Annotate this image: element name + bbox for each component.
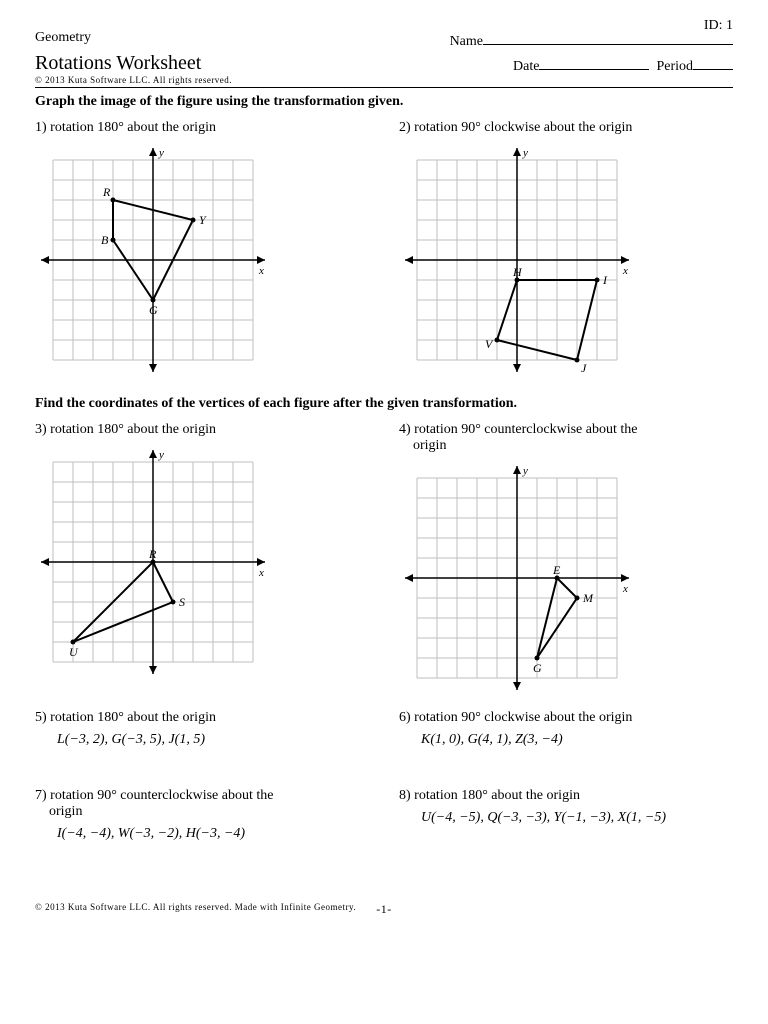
svg-text:y: y [522, 465, 528, 477]
q4-label: 4) rotation 90° counterclockwise about t… [399, 422, 733, 454]
q2: 2) rotation 90° clockwise about the orig… [399, 120, 733, 378]
q5: 5) rotation 180° about the origin L(−3, … [35, 710, 369, 748]
q6-coords: K(1, 0), G(4, 1), Z(3, −4) [421, 732, 733, 748]
svg-text:B: B [101, 233, 109, 247]
q2-label: 2) rotation 90° clockwise about the orig… [399, 120, 733, 136]
title-row: Rotations Worksheet Date Period [35, 52, 733, 75]
row-q5-q6: 5) rotation 180° about the origin L(−3, … [35, 710, 733, 748]
svg-text:E: E [552, 563, 561, 577]
date-period: Date Period [513, 55, 733, 75]
svg-text:x: x [258, 567, 264, 579]
divider [35, 87, 733, 88]
copyright-line: © 2013 Kuta Software LLC. All rights res… [35, 75, 733, 85]
svg-text:x: x [622, 265, 628, 277]
footer-left: © 2013 Kuta Software LLC. All rights res… [35, 902, 356, 912]
q7-label: 7) rotation 90° counterclockwise about t… [35, 788, 369, 820]
page-number: -1- [376, 902, 392, 917]
q3: 3) rotation 180° about the origin x y U R S [35, 422, 369, 696]
q5-label: 5) rotation 180° about the origin [35, 710, 369, 726]
worksheet-title: Rotations Worksheet [35, 52, 201, 75]
q3-grid: x y U R S [35, 444, 271, 680]
svg-text:R: R [102, 185, 111, 199]
svg-text:x: x [622, 583, 628, 595]
svg-text:V: V [485, 337, 494, 351]
svg-text:U: U [69, 645, 79, 659]
svg-text:y: y [158, 147, 164, 159]
q8-coords: U(−4, −5), Q(−3, −3), Y(−1, −3), X(1, −5… [421, 810, 733, 826]
svg-text:x: x [258, 265, 264, 277]
svg-text:G: G [533, 661, 542, 675]
subject-label: Geometry [35, 30, 91, 50]
section2-instruction: Find the coordinates of the vertices of … [35, 396, 733, 412]
q7: 7) rotation 90° counterclockwise about t… [35, 788, 369, 842]
q5-coords: L(−3, 2), G(−3, 5), J(1, 5) [57, 732, 369, 748]
svg-text:M: M [582, 591, 594, 605]
section1-instruction: Graph the image of the figure using the … [35, 94, 733, 110]
q4-grid: x y G E M [399, 460, 635, 696]
q6: 6) rotation 90° clockwise about the orig… [399, 710, 733, 748]
svg-text:S: S [179, 595, 185, 609]
q8-label: 8) rotation 180° about the origin [399, 788, 733, 804]
q2-grid: xyHIJV [399, 142, 635, 378]
name-field: Name [450, 30, 733, 50]
row-q7-q8: 7) rotation 90° counterclockwise about t… [35, 788, 733, 842]
row-q3-q4: 3) rotation 180° about the origin xyURS … [35, 422, 733, 696]
footer: © 2013 Kuta Software LLC. All rights res… [35, 902, 733, 912]
q1: 1) rotation 180° about the origin xyRYGB [35, 120, 369, 378]
q8: 8) rotation 180° about the origin U(−4, … [399, 788, 733, 842]
q3-label: 3) rotation 180° about the origin [35, 422, 369, 438]
svg-text:y: y [522, 147, 528, 159]
q6-label: 6) rotation 90° clockwise about the orig… [399, 710, 733, 726]
q4: 4) rotation 90° counterclockwise about t… [399, 422, 733, 696]
svg-text:y: y [158, 449, 164, 461]
svg-text:J: J [581, 361, 587, 375]
row-q1-q2: 1) rotation 180° about the origin xyRYGB… [35, 120, 733, 378]
svg-text:R: R [148, 547, 157, 561]
q7-coords: I(−4, −4), W(−3, −2), H(−3, −4) [57, 826, 369, 842]
q1-label: 1) rotation 180° about the origin [35, 120, 369, 136]
svg-text:H: H [512, 265, 523, 279]
q1-grid: xyRYGB [35, 142, 271, 378]
svg-text:G: G [149, 303, 158, 317]
